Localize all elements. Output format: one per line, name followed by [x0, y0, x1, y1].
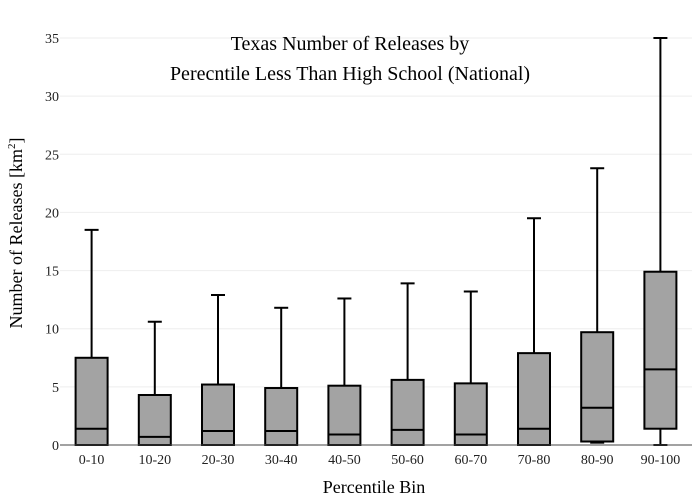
x-tick-label: 10-20 [138, 453, 171, 468]
box-iqr [390, 378, 425, 447]
x-tick-label: 20-30 [202, 453, 235, 468]
y-axis-label-close: ] [6, 138, 26, 144]
box-iqr [74, 356, 109, 446]
x-axis-label: Percentile Bin [323, 477, 425, 497]
chart-title-line-1: Texas Number of Releases by [231, 33, 470, 55]
x-tick-label: 0-10 [79, 453, 105, 468]
x-tick-label: 60-70 [454, 453, 487, 468]
gridlines [60, 37, 692, 388]
box-90-100 [643, 37, 678, 446]
y-tick-label: 25 [45, 148, 59, 163]
y-axis-label: Number of Releases [km2] [6, 138, 26, 329]
y-tick-labels: 0 5 10 15 20 25 30 35 [45, 32, 59, 454]
box-10-20 [137, 320, 172, 446]
box-0-10 [74, 228, 109, 446]
box-20-30 [201, 293, 235, 447]
x-tick-label: 70-80 [518, 453, 551, 468]
x-tick-label: 40-50 [328, 453, 361, 468]
box-40-50 [327, 297, 362, 446]
y-tick-label: 5 [52, 381, 59, 396]
y-axis-label-main: Number of Releases [km [6, 149, 26, 328]
x-tick-labels: 0-10 10-20 20-30 30-40 40-50 50-60 60-70 70-80 8… [79, 453, 680, 468]
y-tick-label: 15 [45, 265, 59, 280]
box-50-60 [390, 282, 425, 447]
x-tick-label: 30-40 [265, 453, 298, 468]
y-tick-label: 35 [45, 32, 59, 47]
y-tick-label: 0 [52, 439, 59, 454]
box-iqr [201, 383, 235, 447]
box-iqr [580, 331, 615, 443]
x-tick-label: 80-90 [581, 453, 614, 468]
y-axis-label-superscript: 2 [6, 144, 18, 150]
box-series [74, 37, 678, 447]
box-iqr [327, 384, 362, 446]
box-iqr [453, 382, 488, 446]
box-80-90 [580, 167, 615, 444]
x-tick-label: 90-100 [641, 453, 681, 468]
box-70-80 [517, 217, 551, 446]
box-60-70 [453, 290, 488, 446]
x-tick-label: 50-60 [391, 453, 424, 468]
y-tick-label: 30 [45, 90, 59, 105]
y-tick-label: 20 [45, 206, 59, 221]
y-tick-label: 10 [45, 323, 59, 338]
box-iqr [264, 387, 299, 446]
chart-title-line-2: Perecntile Less Than High School (Nation… [170, 63, 530, 85]
box-30-40 [264, 306, 299, 446]
box-iqr [643, 270, 678, 430]
box-iqr [517, 352, 551, 446]
